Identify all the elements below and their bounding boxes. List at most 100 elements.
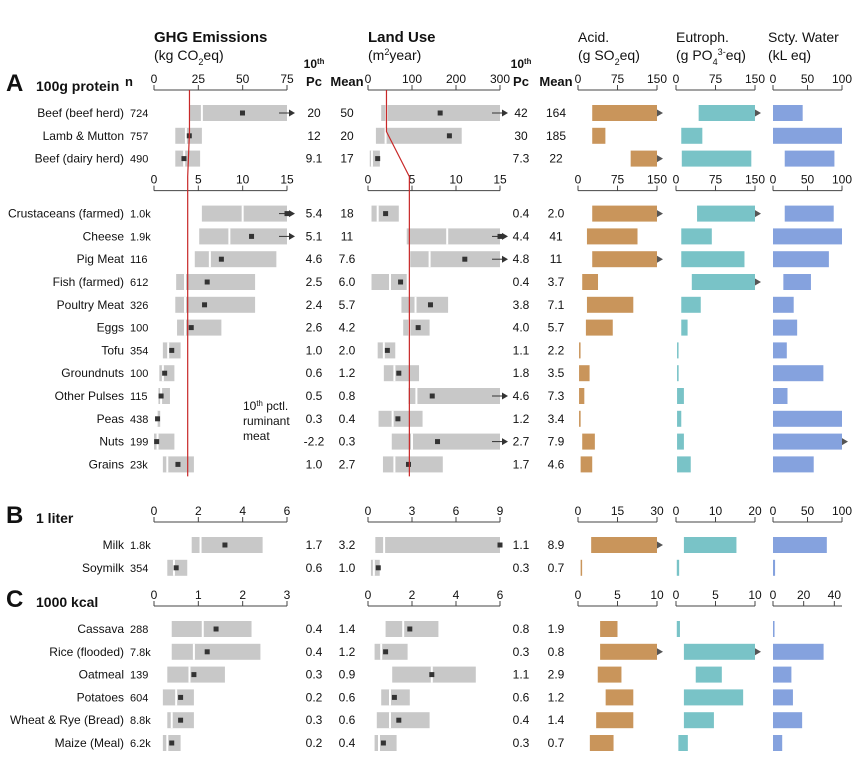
ghg-10th-percentile: 0.3: [306, 668, 323, 682]
ghg-median-line: [200, 105, 203, 121]
ghg-10th-percentile: 0.3: [306, 412, 323, 426]
sample-count: 7.8k: [130, 647, 151, 659]
eutro-tick-label: 20: [748, 504, 762, 518]
sample-count: 757: [130, 131, 148, 143]
sample-count: 326: [130, 300, 148, 312]
water-bar: [784, 150, 835, 167]
sample-count: 139: [130, 670, 148, 682]
eutro-tick-label: 0: [673, 504, 680, 518]
land-range-bar: [376, 712, 430, 729]
ghg-mean-marker: [204, 649, 210, 655]
eutro-bar: [677, 342, 679, 359]
water-bar: [773, 365, 824, 382]
land-tick-label: 300: [490, 72, 510, 86]
acid-bar: [579, 410, 581, 427]
ghg-mean-marker: [154, 439, 160, 445]
water-bar: [784, 205, 834, 222]
food-name: Crustaceans (farmed): [8, 207, 124, 221]
food-name: Lamb & Mutton: [43, 129, 124, 143]
annotation-line2: ruminant: [243, 414, 290, 428]
land-range-bar: [370, 559, 380, 576]
water-tick-label: 100: [832, 504, 852, 518]
land-median-line: [393, 456, 396, 473]
land-10th-percentile: 1.8: [513, 366, 530, 380]
land-median-line: [384, 127, 387, 144]
ghg-10th-percentile: 2.5: [306, 275, 323, 289]
water-bar: [773, 537, 827, 553]
acid-tick-label: 75: [611, 72, 625, 86]
eutro-tick-label: 5: [712, 588, 719, 602]
pc-header-label-0: Pc: [306, 74, 322, 89]
sample-count: 6.2k: [130, 738, 151, 750]
water-bar: [773, 712, 803, 729]
ghg-unit-part: (kg CO: [154, 47, 198, 63]
ghg-median-line: [228, 228, 231, 245]
eutro-unit-part: 4: [713, 57, 718, 67]
acid-tick-label: 30: [650, 504, 664, 518]
eutro-overflow-arrow: [755, 109, 761, 117]
land-mean-marker: [437, 110, 443, 116]
acid-bar: [585, 319, 613, 336]
sample-count: 490: [130, 154, 148, 166]
ghg-overflow-arrow: [289, 232, 295, 240]
land-tick-label: 200: [446, 72, 466, 86]
land-mean-marker: [405, 461, 411, 467]
eutro-tick-label: 0: [673, 588, 680, 602]
land-10th-percentile: 3.8: [513, 298, 530, 312]
eutro-bar: [677, 456, 691, 473]
acid-tick-label: 0: [575, 504, 582, 518]
pc-header-0: 10th: [304, 57, 325, 72]
land-10th-percentile: 4.4: [513, 229, 530, 243]
sample-count: 612: [130, 277, 148, 289]
eutro-tick-label: 10: [709, 504, 723, 518]
land-mean-marker: [396, 717, 402, 723]
acid-overflow-arrow: [657, 648, 663, 656]
ghg-unit-part: 2: [198, 57, 203, 67]
ghg-median-line: [208, 251, 211, 268]
land-mean: 0.8: [548, 645, 565, 659]
acid-bar: [597, 666, 622, 683]
sample-count: 23k: [130, 459, 148, 471]
eutro-unit-part: 3-: [718, 47, 726, 57]
land-tick-label: 0: [365, 72, 372, 86]
pc-header-1-part: 10: [511, 57, 525, 71]
ghg-median-line: [170, 712, 173, 729]
land-10th-percentile: 30: [514, 129, 528, 143]
ghg-10th-percentile: 0.2: [306, 690, 323, 704]
ghg-mean: 0.6: [339, 690, 356, 704]
acid-unit-part: eq): [620, 47, 640, 63]
ghg-median-line: [184, 319, 187, 336]
ghg-tick-label: 6: [284, 504, 291, 518]
ghg-10th-percentile: 0.6: [306, 561, 323, 575]
ghg-mean-marker: [158, 393, 164, 399]
ghg-mean: 11: [341, 229, 354, 243]
acid-bar: [579, 365, 590, 382]
ghg-median-line: [199, 537, 202, 553]
land-title-part: Land Use: [368, 29, 436, 46]
food-name: Beef (dairy herd): [35, 152, 124, 166]
ghg-mean-marker: [162, 370, 168, 376]
land-mean: 1.9: [548, 622, 565, 636]
land-10th-percentile: 0.4: [513, 713, 530, 727]
land-mean-marker: [398, 279, 404, 285]
ghg-10th-percentile: 1.0: [306, 343, 323, 357]
ghg-mean: 2.0: [339, 343, 356, 357]
land-mean-marker: [380, 740, 386, 746]
ghg-range-bar: [154, 433, 175, 450]
water-tick-label: 20: [797, 588, 811, 602]
acid-tick-label: 150: [647, 72, 667, 86]
ghg-mean-marker: [239, 110, 245, 116]
land-10th-percentile: 1.1: [513, 538, 530, 552]
acid-tick-label: 0: [575, 588, 582, 602]
land-ruminant-reference-line: [385, 90, 410, 477]
land-range-bar: [408, 388, 500, 404]
sample-count: 100: [130, 323, 148, 335]
eutro-bar: [677, 433, 684, 450]
acid-bar: [586, 296, 634, 313]
food-name: Poultry Meat: [57, 298, 125, 312]
ghg-tick-label: 10: [236, 173, 250, 187]
land-10th-percentile: 42: [514, 106, 528, 120]
land-10th-percentile: 0.3: [513, 561, 530, 575]
ghg-mean-marker: [181, 156, 187, 162]
food-name: Cassava: [77, 622, 124, 636]
